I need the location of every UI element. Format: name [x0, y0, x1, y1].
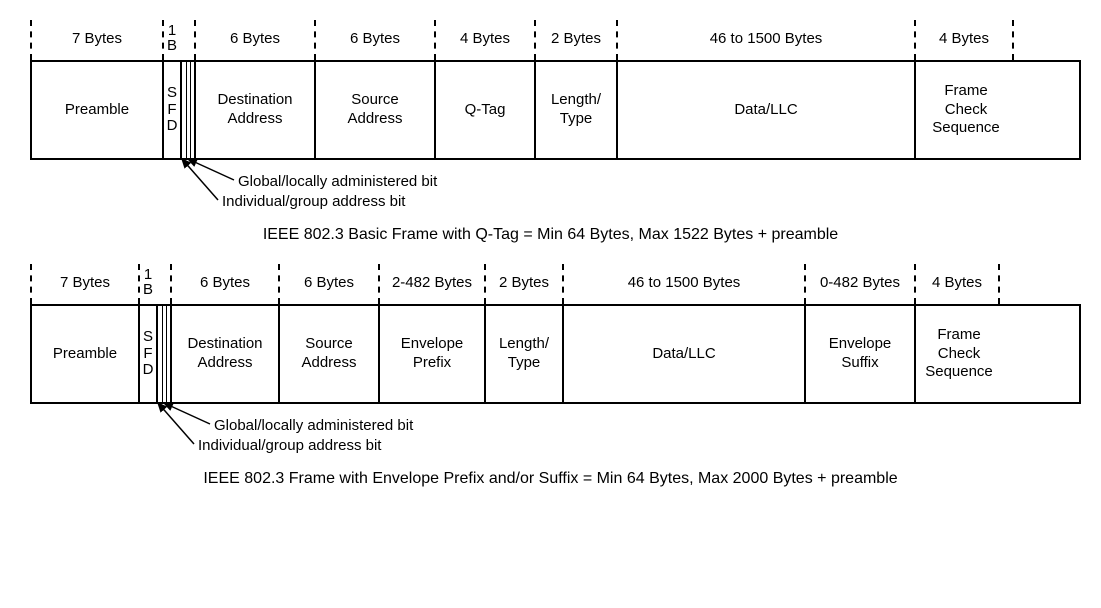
- size-row-1: 7 Bytes1B6 Bytes6 Bytes4 Bytes2 Bytes46 …: [30, 20, 1081, 60]
- size-label: 1B: [162, 20, 180, 60]
- field-length-: Length/Type: [536, 62, 618, 158]
- size-label: 6 Bytes: [314, 20, 434, 60]
- field-s: SFD: [140, 306, 158, 402]
- annotation-individual-group-bit: Individual/group address bit: [222, 193, 405, 210]
- address-bits: [158, 306, 172, 402]
- size-label: 6 Bytes: [278, 264, 378, 304]
- size-label: 4 Bytes: [914, 20, 1014, 60]
- address-bits-lines: [186, 62, 191, 158]
- size-label: 46 to 1500 Bytes: [616, 20, 914, 60]
- annotations-1: Global/locally administered bit Individua…: [30, 160, 1081, 220]
- address-bits: [182, 62, 196, 158]
- field-envelope: EnvelopeSuffix: [806, 306, 916, 402]
- field-envelope: EnvelopePrefix: [380, 306, 486, 402]
- field-destination: DestinationAddress: [196, 62, 316, 158]
- size-label: 2-482 Bytes: [378, 264, 484, 304]
- field-s: SFD: [164, 62, 182, 158]
- size-label: 4 Bytes: [434, 20, 534, 60]
- address-bits-lines: [162, 306, 167, 402]
- caption-1: IEEE 802.3 Basic Frame with Q-Tag = Min …: [20, 226, 1081, 244]
- frame-diagram-1: 7 Bytes1B6 Bytes6 Bytes4 Bytes2 Bytes46 …: [20, 20, 1081, 244]
- size-label: 6 Bytes: [170, 264, 278, 304]
- annotations-2: Global/locally administered bit Individua…: [30, 404, 1081, 464]
- size-label: 4 Bytes: [914, 264, 1000, 304]
- size-label: 46 to 1500 Bytes: [562, 264, 804, 304]
- caption-2: IEEE 802.3 Frame with Envelope Prefix an…: [20, 470, 1081, 488]
- size-label: 1B: [138, 264, 156, 304]
- field-preamble: Preamble: [32, 62, 164, 158]
- annotation-global-local-bit: Global/locally administered bit: [238, 173, 437, 190]
- field-length-: Length/Type: [486, 306, 564, 402]
- size-label: 0-482 Bytes: [804, 264, 914, 304]
- annotation-global-local-bit: Global/locally administered bit: [214, 417, 413, 434]
- size-label: 7 Bytes: [30, 20, 162, 60]
- field-source: SourceAddress: [280, 306, 380, 402]
- field-data-llc: Data/LLC: [618, 62, 916, 158]
- size-row-2: 7 Bytes1B6 Bytes6 Bytes2-482 Bytes2 Byte…: [30, 264, 1081, 304]
- size-label: 6 Bytes: [194, 20, 314, 60]
- annotation-individual-group-bit: Individual/group address bit: [198, 437, 381, 454]
- field-data-llc: Data/LLC: [564, 306, 806, 402]
- frame-diagram-2: 7 Bytes1B6 Bytes6 Bytes2-482 Bytes2 Byte…: [20, 264, 1081, 488]
- field-destination: DestinationAddress: [172, 306, 280, 402]
- field-frame: FrameCheckSequence: [916, 306, 1002, 402]
- size-label: 2 Bytes: [484, 264, 562, 304]
- field-preamble: Preamble: [32, 306, 140, 402]
- size-label: 2 Bytes: [534, 20, 616, 60]
- size-label: 7 Bytes: [30, 264, 138, 304]
- fields-row-2: PreambleSFD DestinationAddressSourceAddre…: [30, 304, 1081, 404]
- field-q-tag: Q-Tag: [436, 62, 536, 158]
- field-frame: FrameCheckSequence: [916, 62, 1016, 158]
- field-source: SourceAddress: [316, 62, 436, 158]
- fields-row-1: PreambleSFD DestinationAddressSourceAddre…: [30, 60, 1081, 160]
